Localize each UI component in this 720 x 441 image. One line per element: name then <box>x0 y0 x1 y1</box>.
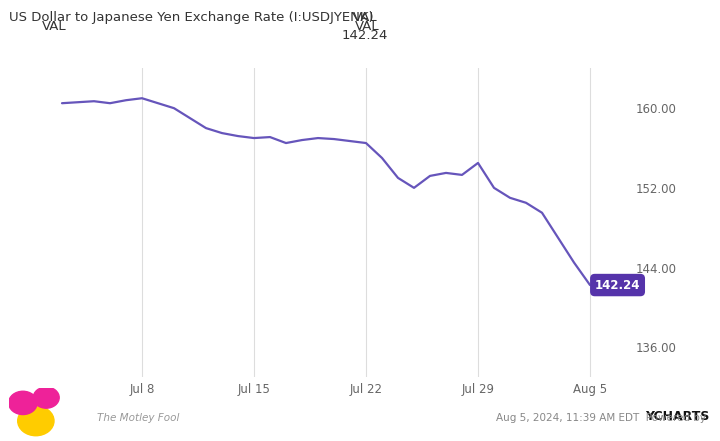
Circle shape <box>18 406 54 436</box>
Text: 142.24: 142.24 <box>595 279 640 292</box>
Text: VAL: VAL <box>42 20 66 33</box>
Text: The Motley Fool: The Motley Fool <box>97 413 179 423</box>
Text: Aug 5, 2024, 11:39 AM EDT  Powered by: Aug 5, 2024, 11:39 AM EDT Powered by <box>496 413 709 423</box>
Text: US Dollar to Japanese Yen Exchange Rate (I:USDJYENK): US Dollar to Japanese Yen Exchange Rate … <box>9 11 373 24</box>
Text: VAL: VAL <box>353 11 377 24</box>
Text: 142.24: 142.24 <box>342 29 388 41</box>
Circle shape <box>9 391 37 415</box>
Text: YCHARTS: YCHARTS <box>645 411 709 423</box>
Circle shape <box>33 387 59 408</box>
Text: VAL: VAL <box>355 20 379 33</box>
